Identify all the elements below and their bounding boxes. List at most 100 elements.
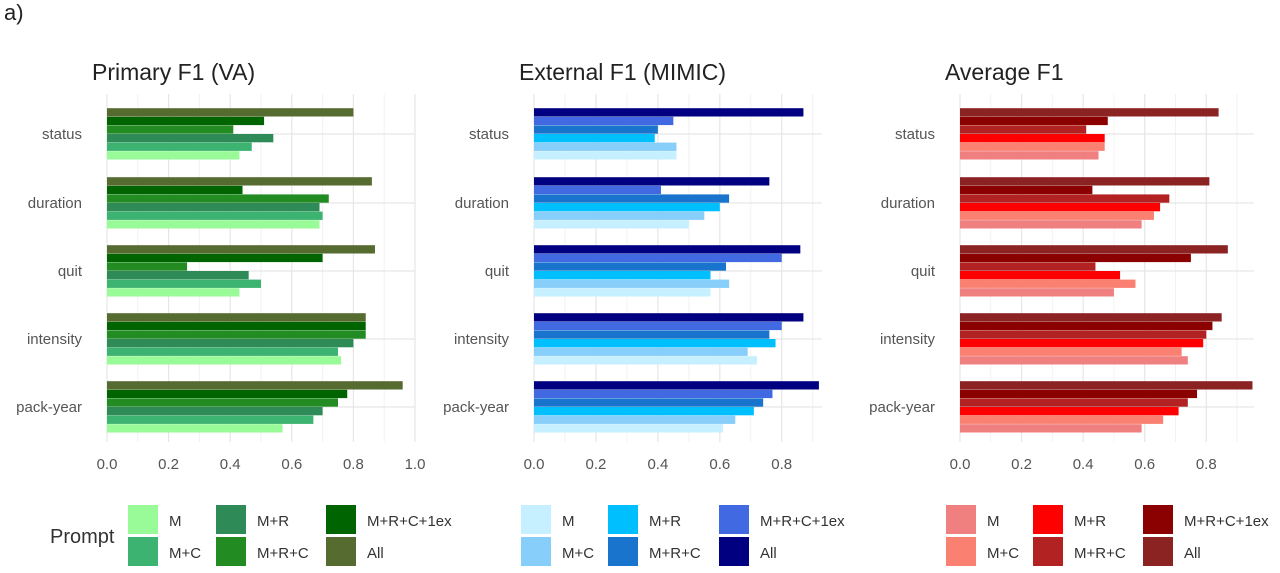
bar-duration-All: [107, 177, 372, 186]
x-tick-label: 0.2: [158, 456, 179, 473]
y-tick-label: status: [469, 126, 509, 143]
bar-intensity-All: [960, 313, 1222, 322]
bar-status-M+R: [107, 134, 274, 143]
legend-label: All: [367, 545, 384, 562]
x-tick-label: 0.4: [1073, 456, 1094, 473]
bar-duration-M+C: [960, 211, 1154, 220]
y-tick-label: quit: [485, 263, 510, 280]
chart-title: Primary F1 (VA): [92, 59, 255, 85]
bar-status-M+R: [534, 134, 655, 143]
bar-pack-year-M+R+C+1ex: [107, 389, 348, 399]
legend-swatch-M+C: [521, 537, 551, 566]
bar-intensity-M+C: [534, 347, 748, 356]
legend-swatch-M+R+C: [216, 537, 246, 566]
bar-status-M+R+C+1ex: [534, 116, 674, 126]
legend-label: M: [169, 513, 182, 530]
bar-intensity-M: [960, 356, 1188, 365]
legend-swatch-M+R+C+1ex: [326, 505, 356, 534]
x-tick-label: 0.0: [950, 456, 971, 473]
chart-title: Average F1: [945, 59, 1063, 85]
legend-label: M+R+C: [1074, 545, 1126, 562]
bar-quit-M+C: [534, 279, 730, 288]
bar-quit-M+R+C: [107, 262, 188, 271]
bar-intensity-M+R+C: [960, 330, 1207, 339]
bar-pack-year-M+R: [107, 407, 323, 416]
bar-pack-year-All: [534, 381, 819, 390]
y-tick-label: status: [42, 126, 82, 143]
legend-swatch-M: [946, 505, 976, 534]
legend-label: M+R+C: [257, 545, 309, 562]
chart-title: External F1 (MIMIC): [519, 59, 726, 85]
bar-duration-M: [960, 220, 1142, 229]
bar-status-M+R: [960, 134, 1105, 143]
bar-quit-M+R: [107, 271, 249, 280]
bar-pack-year-M+R+C: [534, 398, 764, 407]
legend-title: Prompt: [50, 526, 115, 548]
bar-duration-All: [960, 177, 1210, 186]
bar-quit-M+C: [960, 279, 1136, 288]
legend-swatch-All: [1143, 537, 1173, 566]
y-tick-label: pack-year: [869, 399, 935, 416]
legend-label: All: [760, 545, 777, 562]
bar-pack-year-M+C: [534, 415, 736, 424]
legend-swatch-M+R: [1033, 505, 1063, 534]
bar-quit-All: [960, 245, 1228, 254]
bar-intensity-All: [107, 313, 366, 322]
legend-swatch-M+R+C+1ex: [1143, 505, 1173, 534]
legend-swatch-M+R: [216, 505, 246, 534]
y-tick-label: pack-year: [16, 399, 82, 416]
y-tick-label: status: [895, 126, 935, 143]
bar-status-M+C: [107, 142, 252, 151]
bar-pack-year-M+R: [534, 407, 754, 416]
bar-pack-year-M+R+C: [960, 398, 1188, 407]
bar-duration-M+R+C+1ex: [107, 185, 243, 195]
legend-label: M+C: [987, 545, 1019, 562]
legend-swatch-All: [326, 537, 356, 566]
bar-intensity-M+R: [960, 339, 1204, 348]
bar-quit-M+R+C: [960, 262, 1096, 271]
y-tick-label: intensity: [880, 331, 936, 348]
bar-intensity-M+C: [107, 347, 338, 356]
legend-label: M+R: [649, 513, 681, 530]
bar-quit-M+R+C+1ex: [534, 253, 782, 263]
y-tick-label: quit: [58, 263, 83, 280]
bar-duration-M+R+C+1ex: [960, 185, 1093, 195]
bar-pack-year-M+C: [960, 415, 1164, 424]
bar-status-M: [960, 151, 1099, 160]
bar-pack-year-M: [960, 424, 1142, 433]
bar-pack-year-M: [107, 424, 283, 433]
x-tick-label: 0.4: [220, 456, 241, 473]
legend-swatch-M+R+C: [608, 537, 638, 566]
x-tick-label: 0.4: [647, 456, 668, 473]
bar-pack-year-M+R: [960, 407, 1179, 416]
legend-label: M+R+C+1ex: [1184, 513, 1269, 530]
x-tick-label: 1.0: [405, 456, 426, 473]
x-tick-label: 0.2: [586, 456, 607, 473]
x-tick-label: 0.8: [771, 456, 792, 473]
y-tick-label: pack-year: [443, 399, 509, 416]
legend-label: M+C: [562, 545, 594, 562]
bar-intensity-M+R: [534, 339, 776, 348]
bar-quit-M+R+C+1ex: [960, 253, 1191, 263]
legend-swatch-M: [521, 505, 551, 534]
bar-pack-year-M+C: [107, 415, 314, 424]
bar-status-M: [107, 151, 240, 160]
bar-quit-M+R: [534, 271, 711, 280]
y-tick-label: duration: [455, 195, 509, 212]
legend-label: M+C: [169, 545, 201, 562]
bar-duration-M+C: [107, 211, 323, 220]
legend-swatch-M: [128, 505, 158, 534]
y-tick-label: intensity: [27, 331, 83, 348]
x-tick-label: 0.2: [1011, 456, 1032, 473]
bar-status-M: [534, 151, 677, 160]
bar-duration-M+C: [534, 211, 705, 220]
legend-label: M+R: [1074, 513, 1106, 530]
bar-duration-M+R: [107, 203, 320, 212]
legend-label: M: [562, 513, 575, 530]
bar-intensity-M+R+C+1ex: [107, 321, 366, 331]
bar-pack-year-M: [534, 424, 723, 433]
legend-swatch-M+C: [128, 537, 158, 566]
y-tick-label: duration: [28, 195, 82, 212]
legend-swatch-M+C: [946, 537, 976, 566]
bar-intensity-M+R+C: [534, 330, 770, 339]
